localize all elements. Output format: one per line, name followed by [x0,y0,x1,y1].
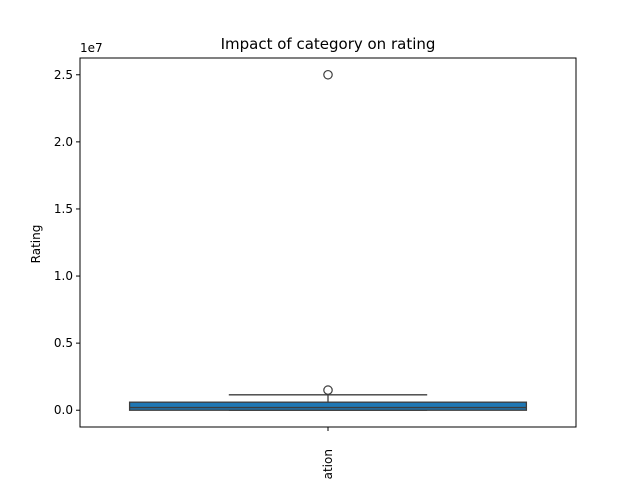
y-tick-label: 0.0 [54,403,73,417]
iqr-box [128,401,528,411]
outlier-point [323,385,333,395]
plot-frame [79,57,577,428]
y-tick-label: 1.0 [54,269,73,283]
plot-area: 0.0 0.5 1.0 1.5 2.0 2.5 cation [54,68,528,480]
y-tick-label: 2.0 [54,135,73,149]
chart-title: Impact of category on rating [221,35,436,53]
y-axis-offset-label: 1e7 [80,41,103,55]
x-tick-label: cation [321,449,335,480]
y-tick-label: 0.5 [54,336,73,350]
outlier-point [323,69,333,80]
y-axis-label: Rating [29,225,43,264]
y-tick-label: 2.5 [54,68,73,82]
y-tick-label: 1.5 [54,202,73,216]
